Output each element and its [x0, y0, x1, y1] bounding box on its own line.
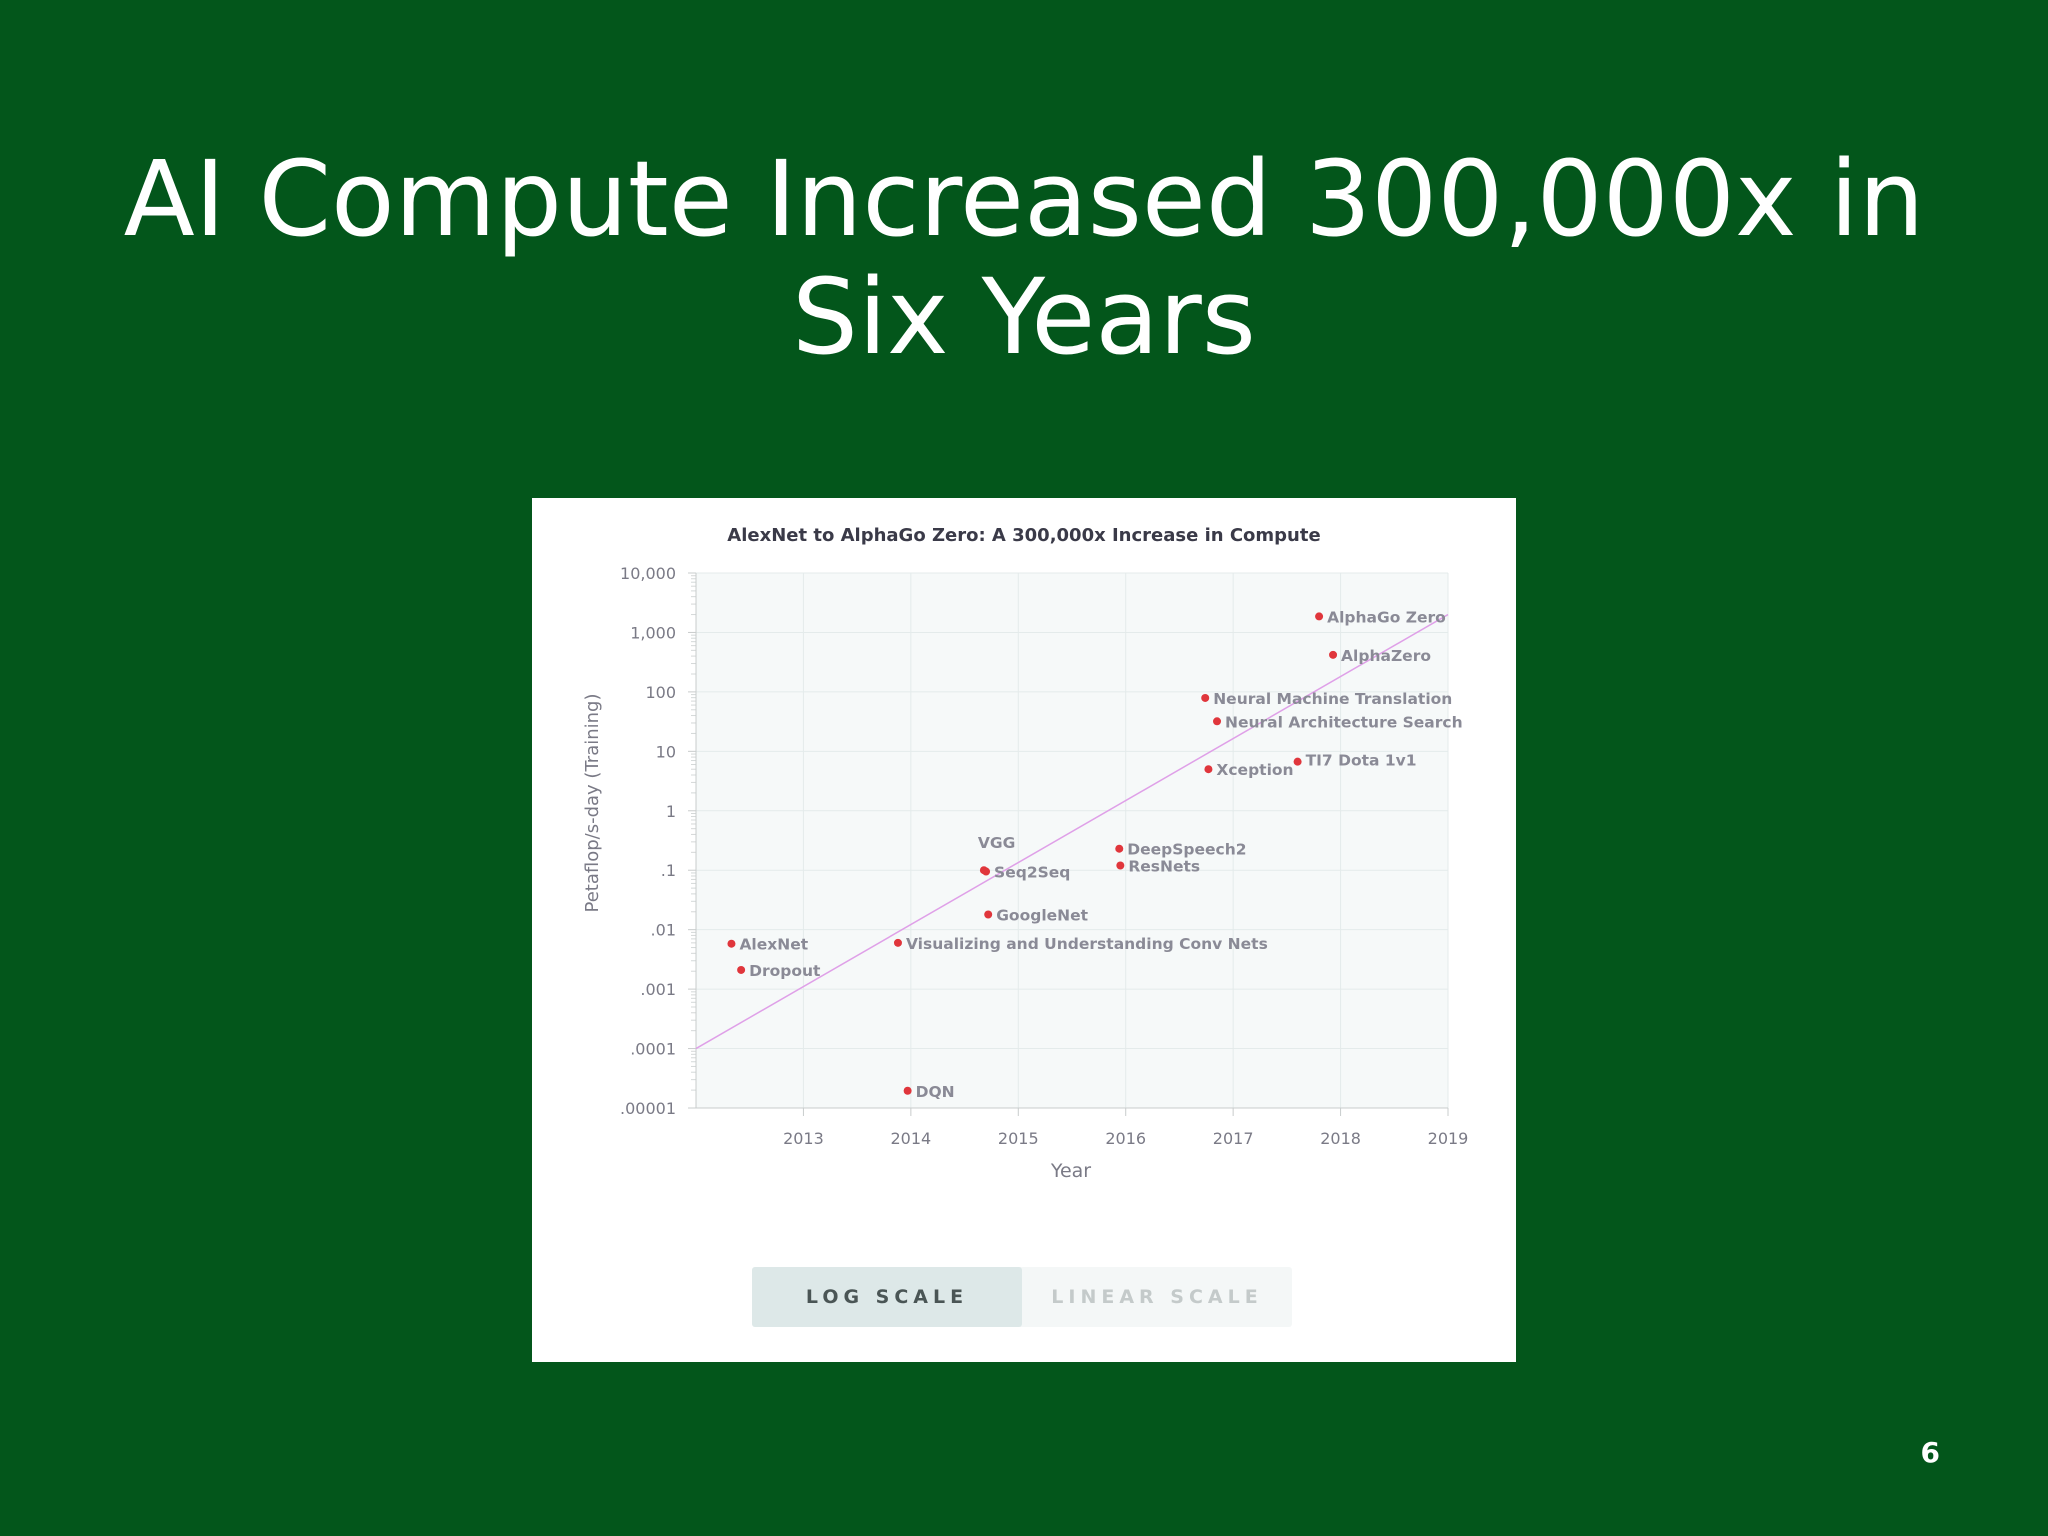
x-tick-label: 2013 [783, 1129, 824, 1148]
data-label: Neural Architecture Search [1225, 713, 1463, 731]
data-label: Neural Machine Translation [1213, 690, 1452, 708]
data-point [1201, 693, 1210, 702]
data-point [984, 910, 993, 919]
data-point [727, 939, 736, 948]
x-axis-title: Year [1050, 1160, 1091, 1182]
y-tick-label: 100 [645, 683, 676, 702]
log-scale-button[interactable]: LOG SCALE [752, 1267, 1022, 1327]
data-point [1329, 650, 1338, 659]
trend-line [695, 613, 1449, 1050]
data-label: ResNets [1128, 858, 1200, 876]
data-point [903, 1086, 912, 1095]
x-tick-label: 2016 [1105, 1129, 1146, 1148]
x-tick-label: 2018 [1320, 1129, 1361, 1148]
y-axis-title: Petaflop/s-day (Training) [582, 694, 603, 913]
x-tick-label: 2019 [1428, 1129, 1469, 1148]
y-tick-label: .01 [651, 921, 676, 940]
data-label: GoogleNet [996, 906, 1088, 924]
slide-title: AI Compute Increased 300,000x in Six Yea… [0, 140, 2048, 376]
data-label: DeepSpeech2 [1127, 841, 1246, 859]
y-tick-label: 1 [666, 802, 676, 821]
y-tick-label: .1 [661, 861, 676, 880]
data-label: Dropout [749, 962, 821, 980]
chart-title: AlexNet to AlphaGo Zero: A 300,000x Incr… [727, 525, 1320, 546]
x-tick-label: 2014 [890, 1129, 931, 1148]
x-tick-label: 2015 [998, 1129, 1039, 1148]
y-tick-label: .00001 [620, 1099, 676, 1118]
data-label: VGG [978, 834, 1015, 852]
data-point [1293, 757, 1302, 766]
x-tick-label: 2017 [1213, 1129, 1254, 1148]
data-label: AlexNet [739, 936, 808, 954]
y-tick-label: 1,000 [630, 623, 676, 642]
scale-toggle: LOG SCALE LINEAR SCALE [752, 1267, 1292, 1327]
y-tick-label: .001 [640, 980, 676, 999]
y-tick-label: 10 [656, 742, 676, 761]
data-point [893, 938, 902, 947]
linear-scale-button[interactable]: LINEAR SCALE [1051, 1286, 1263, 1308]
chart-figure: AlexNet to AlphaGo Zero: A 300,000x Incr… [532, 498, 1516, 1362]
data-label: DQN [916, 1083, 955, 1101]
data-label: AlphaZero [1341, 647, 1431, 665]
slide-title-line-1: AI Compute Increased 300,000x in [123, 138, 1925, 260]
y-tick-label: 10,000 [620, 564, 676, 583]
slide-title-line-2: Six Years [792, 256, 1256, 378]
data-point [982, 867, 991, 876]
data-point [1116, 861, 1125, 870]
data-point [1315, 612, 1324, 621]
data-point [1213, 717, 1222, 726]
data-point [737, 965, 746, 974]
data-point [1115, 844, 1124, 853]
data-label: TI7 Dota 1v1 [1306, 752, 1417, 770]
page-number: 6 [1920, 1436, 1940, 1469]
plot-area [696, 573, 1448, 1108]
chart-svg: AlexNet to AlphaGo Zero: A 300,000x Incr… [582, 525, 1469, 1182]
data-label: Xception [1216, 761, 1293, 779]
data-label: Visualizing and Understanding Conv Nets [906, 935, 1268, 953]
data-label: AlphaGo Zero [1327, 608, 1446, 626]
data-label: Seq2Seq [994, 864, 1070, 882]
data-point [1204, 765, 1213, 774]
y-tick-label: .0001 [630, 1040, 676, 1059]
